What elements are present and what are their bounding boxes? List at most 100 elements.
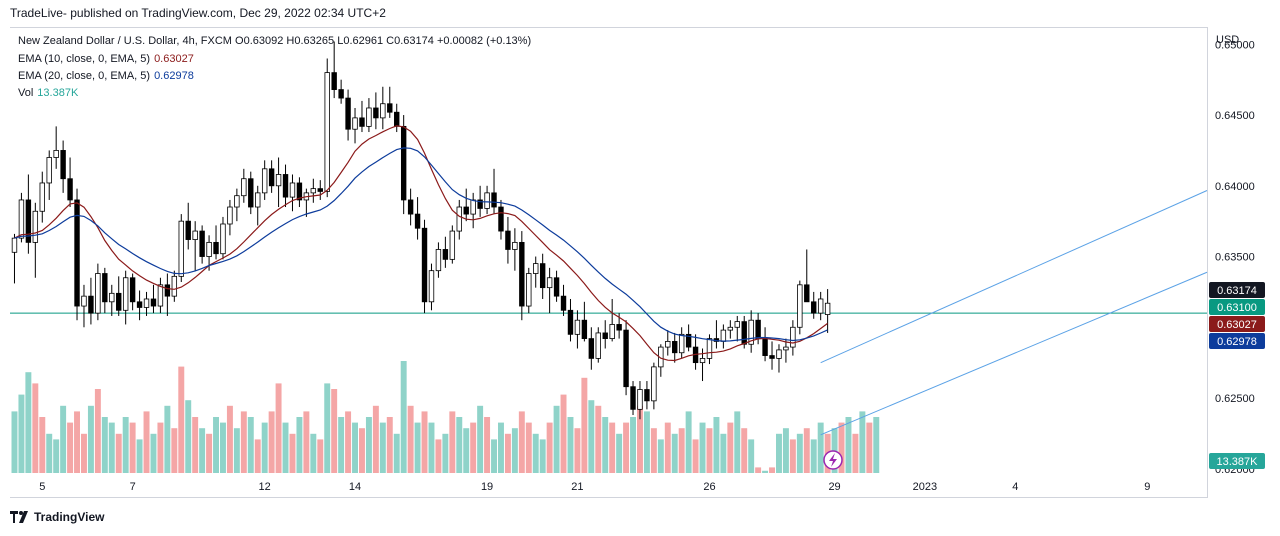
candle-body xyxy=(261,168,268,194)
legend-ema20[interactable]: EMA (20, close, 0, EMA, 5) 0.62978 xyxy=(18,70,194,82)
volume-bar xyxy=(609,422,616,473)
candle-body xyxy=(644,389,650,402)
volume-bar xyxy=(289,433,296,473)
legend-volume[interactable]: Vol 13.387K xyxy=(18,87,78,99)
volume-bar xyxy=(143,411,150,473)
candle-body xyxy=(67,178,73,201)
volume-bar xyxy=(74,411,80,473)
volume-label: Vol xyxy=(18,87,34,99)
volume-bar xyxy=(727,422,734,473)
volume-bar xyxy=(553,405,560,473)
volume-bar xyxy=(817,422,824,473)
volume-bar xyxy=(748,439,755,473)
candle-body xyxy=(366,107,372,127)
candle-body xyxy=(609,324,615,339)
candle-body xyxy=(428,270,435,303)
volume-bar xyxy=(233,428,240,473)
volume-bar xyxy=(504,433,511,473)
volume-bar xyxy=(261,422,268,473)
y-tick-label: 0.63500 xyxy=(1215,252,1255,264)
candle-body xyxy=(776,349,782,359)
volume-bar xyxy=(595,405,602,473)
volume-bar xyxy=(803,428,810,473)
volume-bar xyxy=(310,433,317,473)
price-tag-label: 0.63100 xyxy=(1217,302,1257,314)
candle-body xyxy=(449,230,456,260)
candle-body xyxy=(317,188,323,192)
candle-body xyxy=(498,206,504,232)
candle-body xyxy=(790,326,796,348)
volume-bar xyxy=(810,439,817,473)
price-tag-label: 0.62978 xyxy=(1217,336,1257,348)
x-tick-label: 9 xyxy=(1144,481,1150,493)
volume-bar xyxy=(296,417,303,473)
currency-label: USD xyxy=(1216,34,1240,46)
candle-body xyxy=(199,230,205,257)
volume-bar xyxy=(53,439,60,473)
candle-body xyxy=(727,326,734,331)
ema10-label: EMA (10, close, 0, EMA, 5) xyxy=(18,53,151,65)
volume-bar xyxy=(838,422,845,473)
x-tick-label: 5 xyxy=(39,481,45,493)
candle-body xyxy=(380,103,386,119)
channel-lower-line xyxy=(820,271,1208,436)
volume-bar xyxy=(213,417,219,473)
candle-body xyxy=(797,284,803,328)
volume-bar xyxy=(39,417,46,473)
volume-bar xyxy=(782,428,789,473)
volume-bar xyxy=(338,417,345,473)
volume-bar xyxy=(393,433,400,473)
candle-body xyxy=(275,174,282,187)
candle-body xyxy=(102,273,108,303)
candle-body xyxy=(755,319,761,339)
volume-tag xyxy=(1209,453,1265,469)
candle-body xyxy=(282,174,289,198)
volume-bar xyxy=(685,411,692,473)
volume-bar xyxy=(171,428,178,473)
legend-ema10[interactable]: EMA (10, close, 0, EMA, 5) 0.63027 xyxy=(18,53,194,65)
volume-bar xyxy=(150,433,157,473)
candle-body xyxy=(477,199,483,209)
volume-bar xyxy=(859,411,866,473)
candle-body xyxy=(331,72,337,90)
candle-body xyxy=(720,329,727,342)
x-tick-label: 12 xyxy=(259,481,271,493)
volume-bar xyxy=(317,439,324,473)
volume-bar xyxy=(581,377,588,473)
volume-bar xyxy=(741,428,748,473)
candle-body xyxy=(81,295,87,307)
volume-bar xyxy=(525,422,532,473)
candle-body xyxy=(484,192,490,209)
x-tick-label: 21 xyxy=(571,481,583,493)
candle-body xyxy=(248,178,254,208)
candle-body xyxy=(373,107,379,119)
volume-bar xyxy=(546,422,553,473)
candle-body xyxy=(46,157,52,184)
volume-bar xyxy=(692,439,699,473)
volume-bar xyxy=(623,422,630,473)
volume-tag-label: 13.387K xyxy=(1217,456,1259,468)
ema10-line xyxy=(14,125,828,362)
volume-bar xyxy=(789,439,796,473)
volume-bar xyxy=(157,422,164,473)
x-tick-label: 29 xyxy=(828,481,840,493)
candle-body xyxy=(588,338,595,359)
volume-bar xyxy=(164,405,171,473)
volume-bar xyxy=(136,439,143,473)
brand-name: TradingView xyxy=(34,510,105,524)
candle-body xyxy=(213,241,219,255)
candle-body xyxy=(519,241,525,307)
candle-body xyxy=(491,192,497,208)
volume-bar xyxy=(657,439,664,473)
lightning-event-icon[interactable] xyxy=(823,450,843,470)
tradingview-brand[interactable]: TradingView xyxy=(10,510,104,524)
candle-body xyxy=(157,284,164,307)
volume-bar xyxy=(192,417,199,473)
volume-bar xyxy=(220,422,226,473)
candle-body xyxy=(116,292,122,311)
volume-bar xyxy=(713,417,720,473)
volume-bar xyxy=(282,422,289,473)
price-change: +0.00082 (+0.13%) xyxy=(436,35,532,47)
candle-body xyxy=(60,150,66,180)
